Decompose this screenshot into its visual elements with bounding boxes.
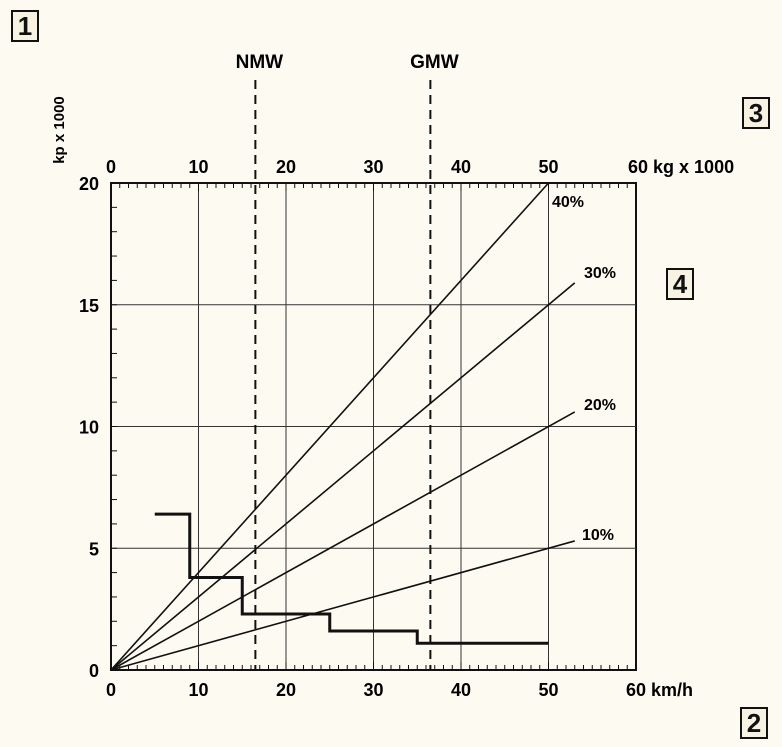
marker-label-nmw: NMW [236,52,284,73]
y-tick-label: 20 [79,174,99,194]
marker-label-gmw: GMW [410,52,459,73]
panel-label-2: 2 [740,707,768,739]
y-tick-label: 5 [89,539,99,559]
series-label: 20% [584,397,616,414]
x-tick-label-bottom: 20 [276,680,296,700]
panel-label-3: 3 [742,97,770,129]
step-curve [154,512,549,645]
series-line-40pct [110,182,550,671]
x-tick-label-top: 20 [276,157,296,177]
x-tick-label-bottom: 50 [538,680,558,700]
panel-label-4: 4 [666,268,694,300]
series-label: 40% [552,194,584,211]
x-tick-label-bottom: 0 [106,680,116,700]
series-line-30pct [110,282,576,671]
series-line-20pct [110,411,576,671]
x-tick-label-bottom: 10 [188,680,208,700]
x-tick-label-top: 50 [538,157,558,177]
x-tick-label-top: 40 [451,157,471,177]
x-tick-label-bottom: 40 [451,680,471,700]
series-label: 30% [584,265,616,282]
x-tick-label-top: 60 kg x 1000 [628,157,734,177]
x-tick-label-bottom: 60 km/h [626,680,693,700]
y-tick-label: 10 [79,418,99,438]
x-tick-label-top: 30 [363,157,383,177]
y-tick-label: 15 [79,296,99,316]
series-line-10pct [110,540,575,671]
x-tick-label-top: 10 [188,157,208,177]
x-tick-label-bottom: 30 [363,680,383,700]
x-tick-label-top: 0 [106,157,116,177]
y-axis-label: kp x 1000 [51,96,68,164]
y-tick-label: 0 [89,661,99,681]
series-label: 10% [582,527,614,544]
panel-label-1: 1 [11,10,39,42]
